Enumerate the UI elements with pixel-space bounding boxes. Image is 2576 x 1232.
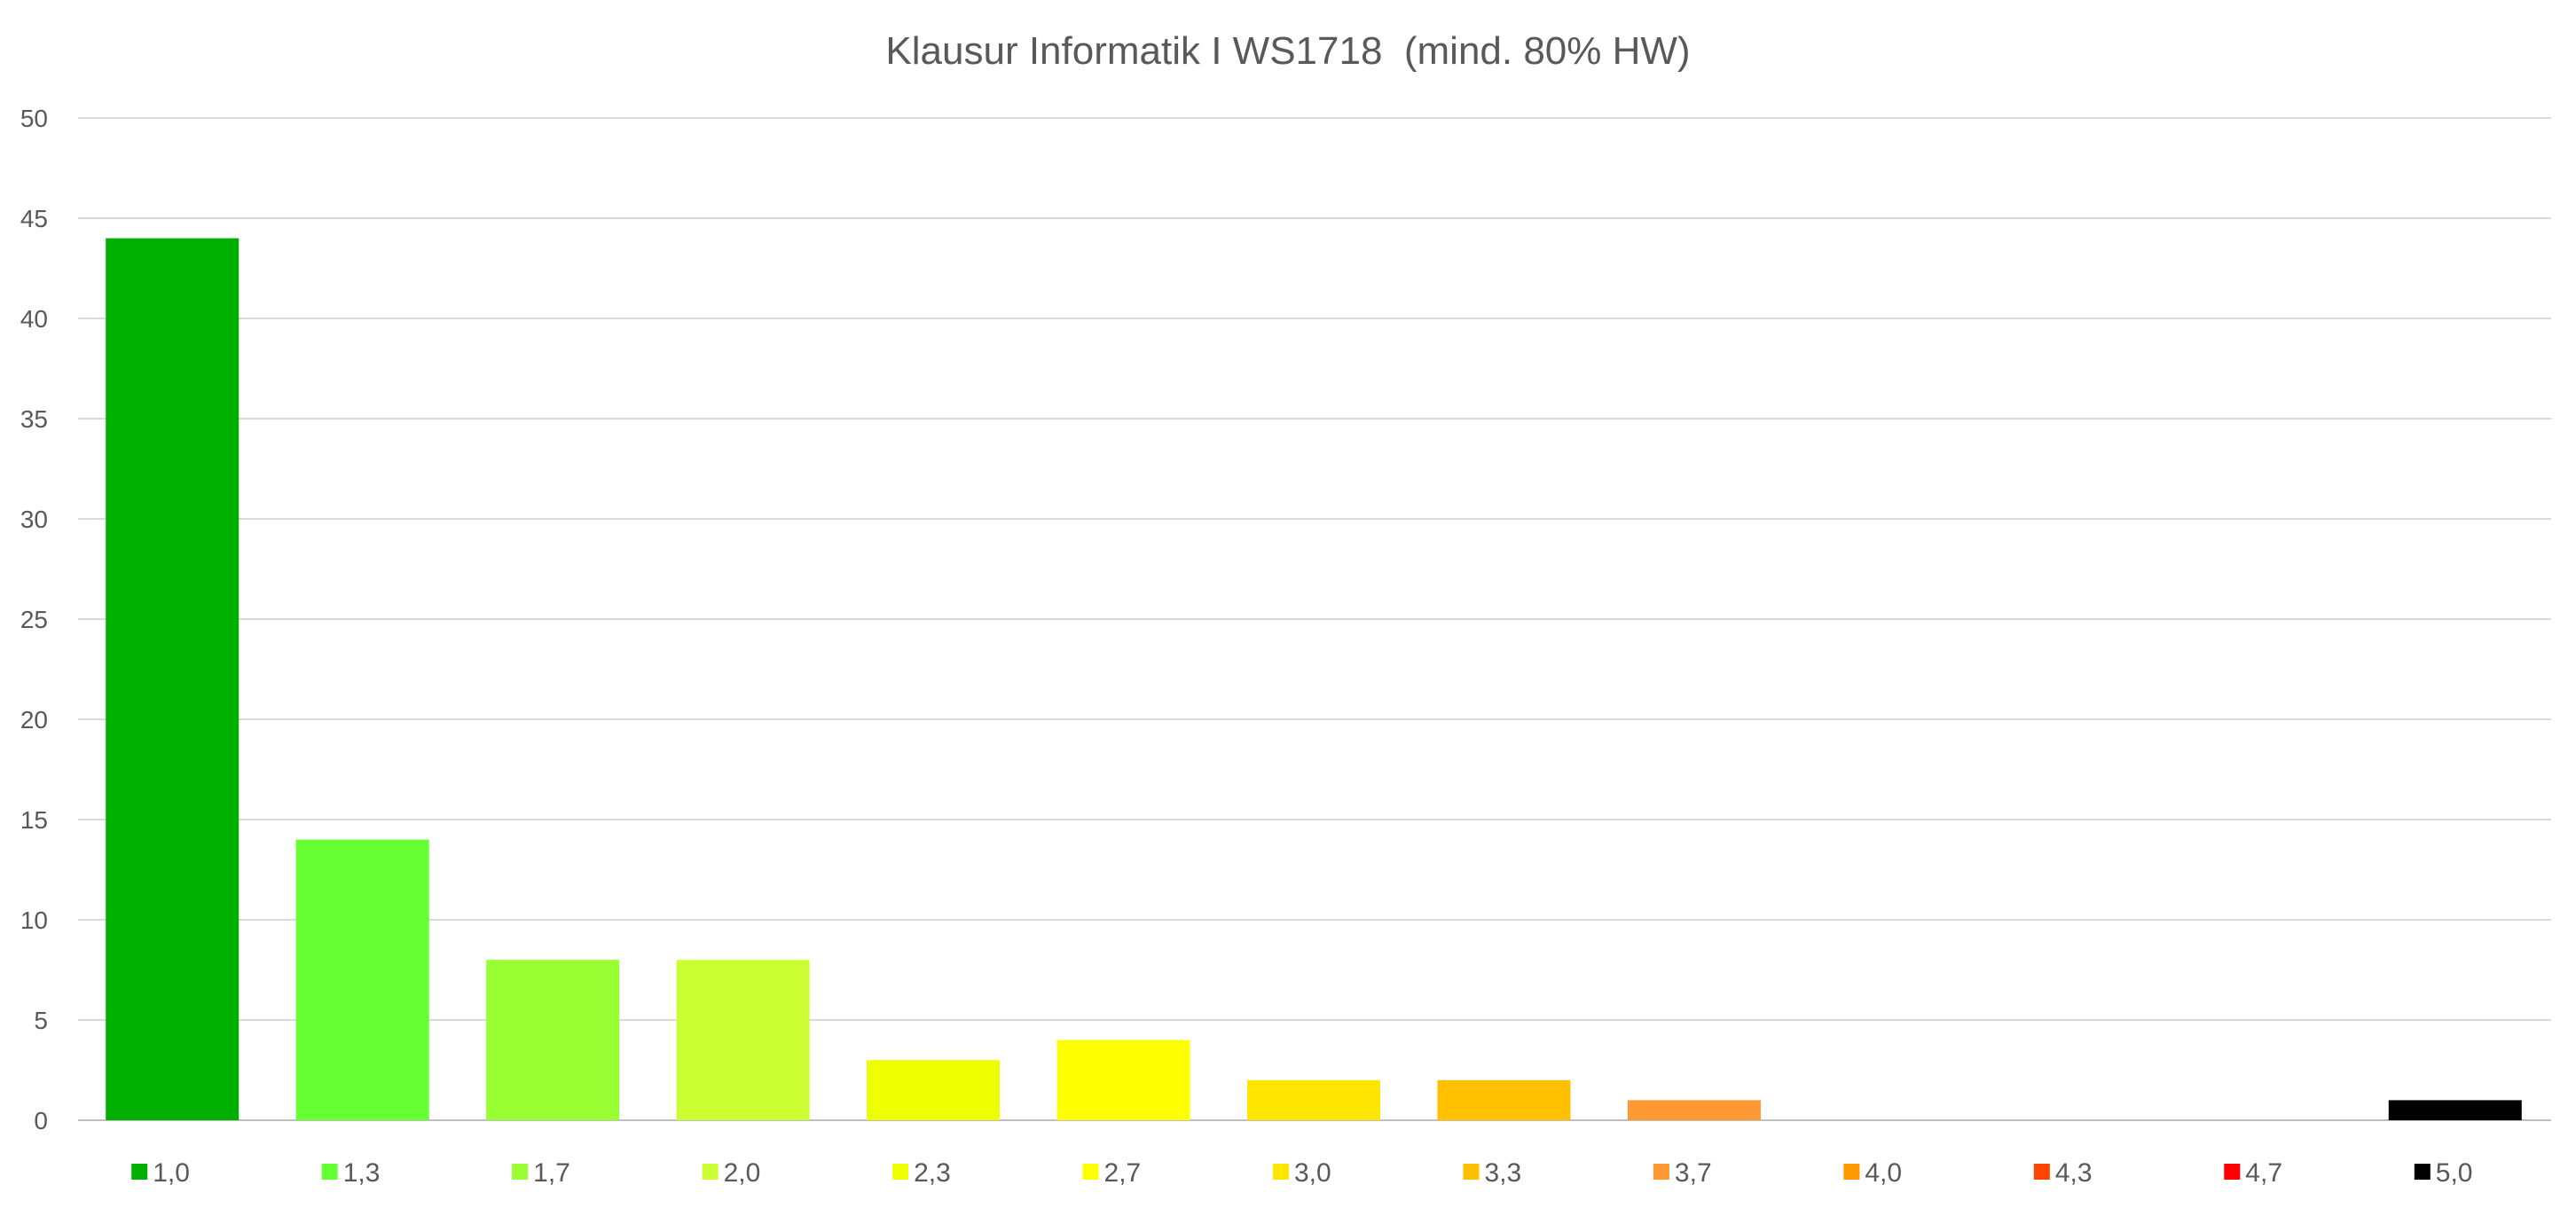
legend-label: 5,0 — [2436, 1158, 2473, 1188]
legend-swatch — [2033, 1164, 2050, 1180]
bar-3-3 — [1437, 1079, 1571, 1120]
bar-1-7 — [486, 960, 620, 1120]
y-tick-label: 5 — [34, 1007, 48, 1034]
bar-2-7 — [1056, 1040, 1190, 1120]
y-tick-label: 10 — [20, 906, 48, 934]
legend-swatch — [321, 1164, 338, 1180]
bar-2-0 — [676, 960, 810, 1120]
legend-label: 4,0 — [1865, 1158, 1902, 1188]
legend-swatch — [702, 1164, 719, 1180]
legend-swatch — [1463, 1164, 1480, 1180]
y-tick-label: 0 — [34, 1107, 48, 1134]
bar-1-0 — [106, 238, 240, 1121]
y-tick-label: 15 — [20, 806, 48, 834]
bar-5-0 — [2388, 1100, 2522, 1120]
legend-label: 1,0 — [153, 1158, 190, 1188]
y-tick-label: 20 — [20, 706, 48, 734]
y-tick-label: 40 — [20, 305, 48, 333]
bar-3-0 — [1247, 1079, 1380, 1120]
legend-swatch — [2414, 1164, 2431, 1180]
legend-swatch — [1653, 1164, 1669, 1180]
gridlines — [78, 117, 2551, 1121]
legend-label: 3,3 — [1484, 1158, 1521, 1188]
y-tick-label: 25 — [20, 606, 48, 633]
legend-label: 1,7 — [533, 1158, 570, 1188]
bar-1-3 — [295, 839, 429, 1120]
bars — [106, 238, 2522, 1121]
legend-swatch — [1843, 1164, 1860, 1180]
legend-swatch — [1273, 1164, 1289, 1180]
legend-label: 3,0 — [1294, 1158, 1331, 1188]
legend-swatch — [512, 1164, 529, 1180]
legend-label: 4,3 — [2055, 1158, 2093, 1188]
chart-title: Klausur Informatik I WS1718 (mind. 80% H… — [885, 29, 1690, 73]
legend-label: 4,7 — [2245, 1158, 2282, 1188]
legend-swatch — [2224, 1164, 2241, 1180]
y-axis-ticks: 0 5 10 15 20 25 30 35 40 45 50 — [20, 105, 48, 1134]
legend-label: 3,7 — [1675, 1158, 1712, 1188]
legend-label: 1,3 — [343, 1158, 381, 1188]
y-tick-label: 35 — [20, 405, 48, 433]
legend-label: 2,3 — [914, 1158, 951, 1188]
legend-label: 2,7 — [1104, 1158, 1142, 1188]
legend-swatch — [131, 1164, 148, 1180]
bar-2-3 — [867, 1060, 1001, 1120]
bar-3-7 — [1627, 1100, 1761, 1120]
y-tick-label: 30 — [20, 506, 48, 533]
y-tick-label: 50 — [20, 105, 48, 132]
y-tick-label: 45 — [20, 205, 48, 232]
legend-label: 2,0 — [724, 1158, 761, 1188]
legend-swatch — [892, 1164, 909, 1180]
legend-swatch — [1082, 1164, 1099, 1180]
legend: 1,0 1,3 1,7 2,0 2,3 2,7 3,0 3,3 3,7 4,0 4,3 4,7 5,0 — [131, 1158, 2472, 1188]
